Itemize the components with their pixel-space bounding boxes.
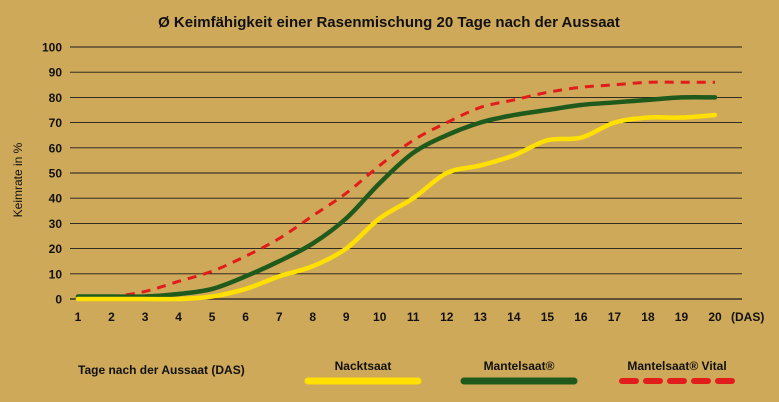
x-tick-label: 17 [608, 310, 622, 324]
y-tick-label: 10 [49, 267, 63, 281]
legend-label: Mantelsaat® [484, 359, 555, 373]
x-tick-label: 14 [507, 310, 521, 324]
series-line-1 [75, 112, 718, 302]
x-tick-label: 20 [708, 310, 722, 324]
x-tick-label: 15 [541, 310, 555, 324]
x-tick-label: 2 [108, 310, 115, 324]
grid-lines [70, 46, 742, 300]
legend-label: Nacktsaat [335, 359, 392, 373]
legend-item: Mantelsaat® Vital [619, 359, 735, 384]
y-tick-label: 90 [49, 66, 63, 80]
y-tick-label: 70 [49, 116, 63, 130]
legend-label: Mantelsaat® Vital [627, 359, 726, 373]
x-tick-labels: 1 2 3 4 5 6 7 8 9 10 11 12 13 14 15 16 17 18 19 20 [75, 310, 722, 324]
x-tick-label: 7 [276, 310, 283, 324]
y-tick-label: 20 [49, 242, 63, 256]
y-tick-label: 0 [55, 293, 62, 307]
x-tick-label: 12 [440, 310, 454, 324]
x-tick-label: 10 [373, 310, 387, 324]
x-tick-label: 18 [641, 310, 655, 324]
series-line-2 [75, 94, 718, 299]
x-tick-label: 11 [407, 310, 420, 324]
legend-item: Mantelsaat® [460, 359, 578, 385]
x-unit-label: (DAS) [731, 310, 764, 324]
series-lines [75, 80, 718, 302]
x-axis-label: Tage nach der Aussaat (DAS) [78, 363, 245, 377]
y-tick-label: 30 [49, 217, 63, 231]
y-tick-label: 50 [49, 167, 63, 181]
y-tick-label: 80 [49, 91, 63, 105]
x-tick-label: 16 [574, 310, 588, 324]
y-tick-label: 40 [49, 192, 63, 206]
x-tick-label: 13 [474, 310, 488, 324]
legend-item: Nacktsaat [304, 359, 422, 385]
x-tick-label: 3 [142, 310, 149, 324]
y-tick-labels: 0 10 20 30 40 50 60 70 80 90 100 [42, 41, 62, 307]
x-tick-label: 9 [343, 310, 350, 324]
legend: Nacktsaat Mantelsaat® Mantelsaat® Vital [304, 359, 735, 385]
x-tick-label: 8 [309, 310, 316, 324]
y-tick-label: 60 [49, 141, 63, 155]
x-tick-label: 19 [675, 310, 689, 324]
y-tick-label: 100 [42, 41, 62, 55]
x-tick-label: 6 [242, 310, 249, 324]
series-line-3 [77, 80, 715, 299]
y-axis-label: Keimrate in % [11, 142, 25, 217]
chart-title: Ø Keimfähigkeit einer Rasenmischung 20 T… [158, 14, 620, 31]
x-tick-label: 5 [209, 310, 216, 324]
x-tick-label: 4 [175, 310, 182, 324]
x-tick-label: 1 [75, 310, 82, 324]
